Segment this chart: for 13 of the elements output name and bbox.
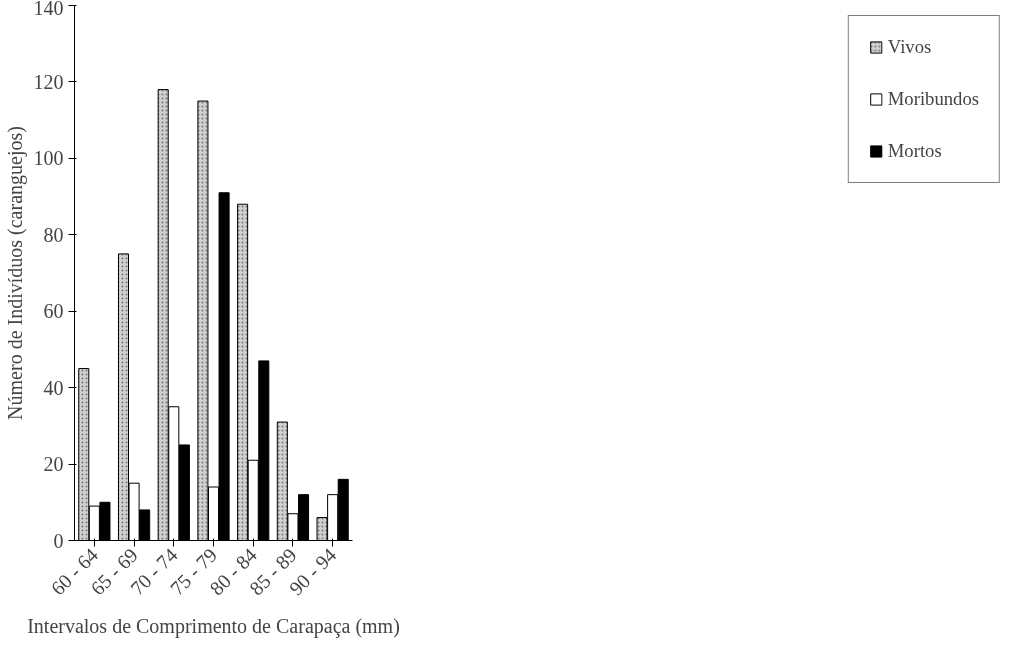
y-tick-label: 140	[33, 0, 64, 19]
y-tick-label: 20	[43, 453, 64, 476]
legend-label: Moribundos	[887, 88, 979, 110]
legend-label: Mortos	[887, 140, 942, 162]
y-tick-label: 60	[43, 300, 64, 323]
y-tick-label: 100	[33, 147, 64, 170]
y-tick-label: 80	[43, 223, 64, 246]
y-axis-title: Número de Indivíduos (caranguejos)	[3, 126, 27, 420]
y-tick-label: 0	[53, 529, 64, 552]
x-axis-title: Intervalos de Comprimento de Carapaça (mm)	[27, 615, 400, 639]
y-tick-label: 40	[43, 376, 64, 399]
legend-label: Vivos	[887, 36, 932, 58]
y-tick-label: 120	[33, 70, 64, 93]
